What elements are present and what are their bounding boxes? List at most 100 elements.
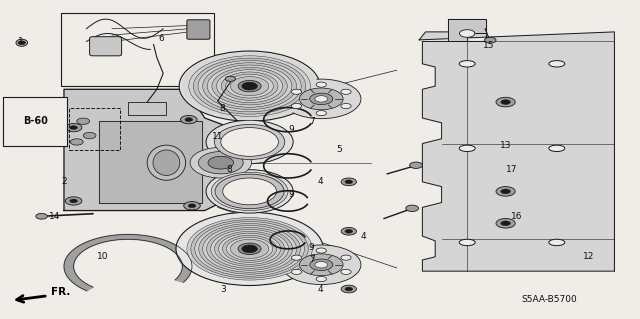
Circle shape [500, 189, 511, 194]
Circle shape [198, 152, 243, 174]
Text: 1: 1 [19, 37, 24, 46]
Circle shape [496, 219, 515, 228]
Circle shape [460, 30, 475, 37]
Circle shape [300, 254, 343, 276]
Circle shape [218, 233, 281, 264]
Circle shape [345, 180, 353, 184]
FancyBboxPatch shape [61, 13, 214, 86]
Text: S5AA-B5700: S5AA-B5700 [521, 295, 577, 304]
Text: B-60: B-60 [23, 116, 47, 126]
Circle shape [223, 178, 276, 205]
Circle shape [341, 269, 351, 274]
FancyBboxPatch shape [187, 20, 210, 39]
Text: 4: 4 [317, 285, 323, 294]
Circle shape [190, 147, 252, 178]
Circle shape [410, 162, 422, 168]
Circle shape [181, 52, 318, 120]
Circle shape [341, 285, 356, 293]
Circle shape [282, 79, 361, 119]
Circle shape [176, 212, 323, 286]
Circle shape [198, 60, 301, 112]
Text: 15: 15 [483, 41, 494, 50]
Circle shape [189, 56, 310, 116]
Circle shape [225, 76, 236, 81]
Circle shape [187, 218, 312, 280]
Text: 4: 4 [361, 232, 366, 241]
Circle shape [65, 197, 82, 205]
Circle shape [215, 174, 284, 209]
Ellipse shape [147, 145, 186, 180]
Circle shape [226, 74, 273, 98]
Text: 10: 10 [97, 252, 108, 261]
Polygon shape [419, 32, 614, 271]
Polygon shape [64, 89, 243, 211]
Circle shape [291, 103, 301, 108]
Text: 13: 13 [500, 141, 511, 150]
Circle shape [315, 96, 328, 102]
Circle shape [316, 277, 326, 282]
Circle shape [230, 239, 269, 258]
Circle shape [341, 89, 351, 94]
Circle shape [242, 82, 257, 90]
Text: 4: 4 [317, 177, 323, 186]
Circle shape [221, 128, 278, 156]
Circle shape [282, 245, 361, 285]
Circle shape [227, 237, 273, 260]
Circle shape [195, 221, 305, 276]
Circle shape [207, 227, 292, 270]
Circle shape [238, 243, 261, 255]
Circle shape [315, 262, 328, 268]
Text: 5: 5 [337, 145, 342, 154]
Text: 9: 9 [289, 125, 294, 134]
Text: 9: 9 [289, 190, 294, 199]
Circle shape [300, 88, 343, 110]
Circle shape [36, 213, 47, 219]
Circle shape [18, 41, 26, 45]
Circle shape [193, 58, 306, 114]
Circle shape [223, 235, 276, 262]
Ellipse shape [460, 145, 476, 152]
Polygon shape [64, 234, 192, 291]
Circle shape [216, 70, 283, 103]
Circle shape [316, 111, 326, 116]
Circle shape [180, 115, 197, 124]
Text: 17: 17 [506, 165, 518, 174]
Circle shape [341, 227, 356, 235]
Circle shape [212, 67, 287, 105]
Ellipse shape [548, 61, 564, 67]
Circle shape [242, 245, 257, 253]
Text: 3: 3 [220, 285, 225, 294]
Circle shape [211, 229, 289, 268]
Circle shape [316, 248, 326, 253]
Text: 14: 14 [49, 212, 60, 221]
Circle shape [188, 204, 196, 208]
Ellipse shape [153, 150, 180, 175]
Text: 6: 6 [159, 34, 164, 43]
Circle shape [203, 226, 296, 272]
Text: 12: 12 [583, 252, 595, 261]
Text: 8: 8 [220, 104, 225, 113]
Circle shape [208, 156, 234, 169]
Circle shape [179, 51, 320, 121]
Text: 11: 11 [212, 132, 223, 141]
FancyBboxPatch shape [90, 37, 122, 56]
Circle shape [341, 103, 351, 108]
Circle shape [345, 287, 353, 291]
Ellipse shape [548, 239, 564, 246]
Ellipse shape [460, 239, 476, 246]
Circle shape [238, 80, 261, 92]
FancyBboxPatch shape [128, 102, 166, 115]
Circle shape [207, 65, 292, 107]
Circle shape [206, 170, 293, 213]
Circle shape [70, 126, 77, 130]
Ellipse shape [16, 39, 28, 46]
Circle shape [345, 229, 353, 233]
Ellipse shape [548, 145, 564, 152]
Circle shape [500, 100, 511, 105]
Circle shape [185, 118, 193, 122]
Polygon shape [99, 121, 202, 203]
Circle shape [65, 123, 82, 132]
Circle shape [341, 255, 351, 260]
Circle shape [70, 199, 77, 203]
Circle shape [230, 77, 269, 96]
